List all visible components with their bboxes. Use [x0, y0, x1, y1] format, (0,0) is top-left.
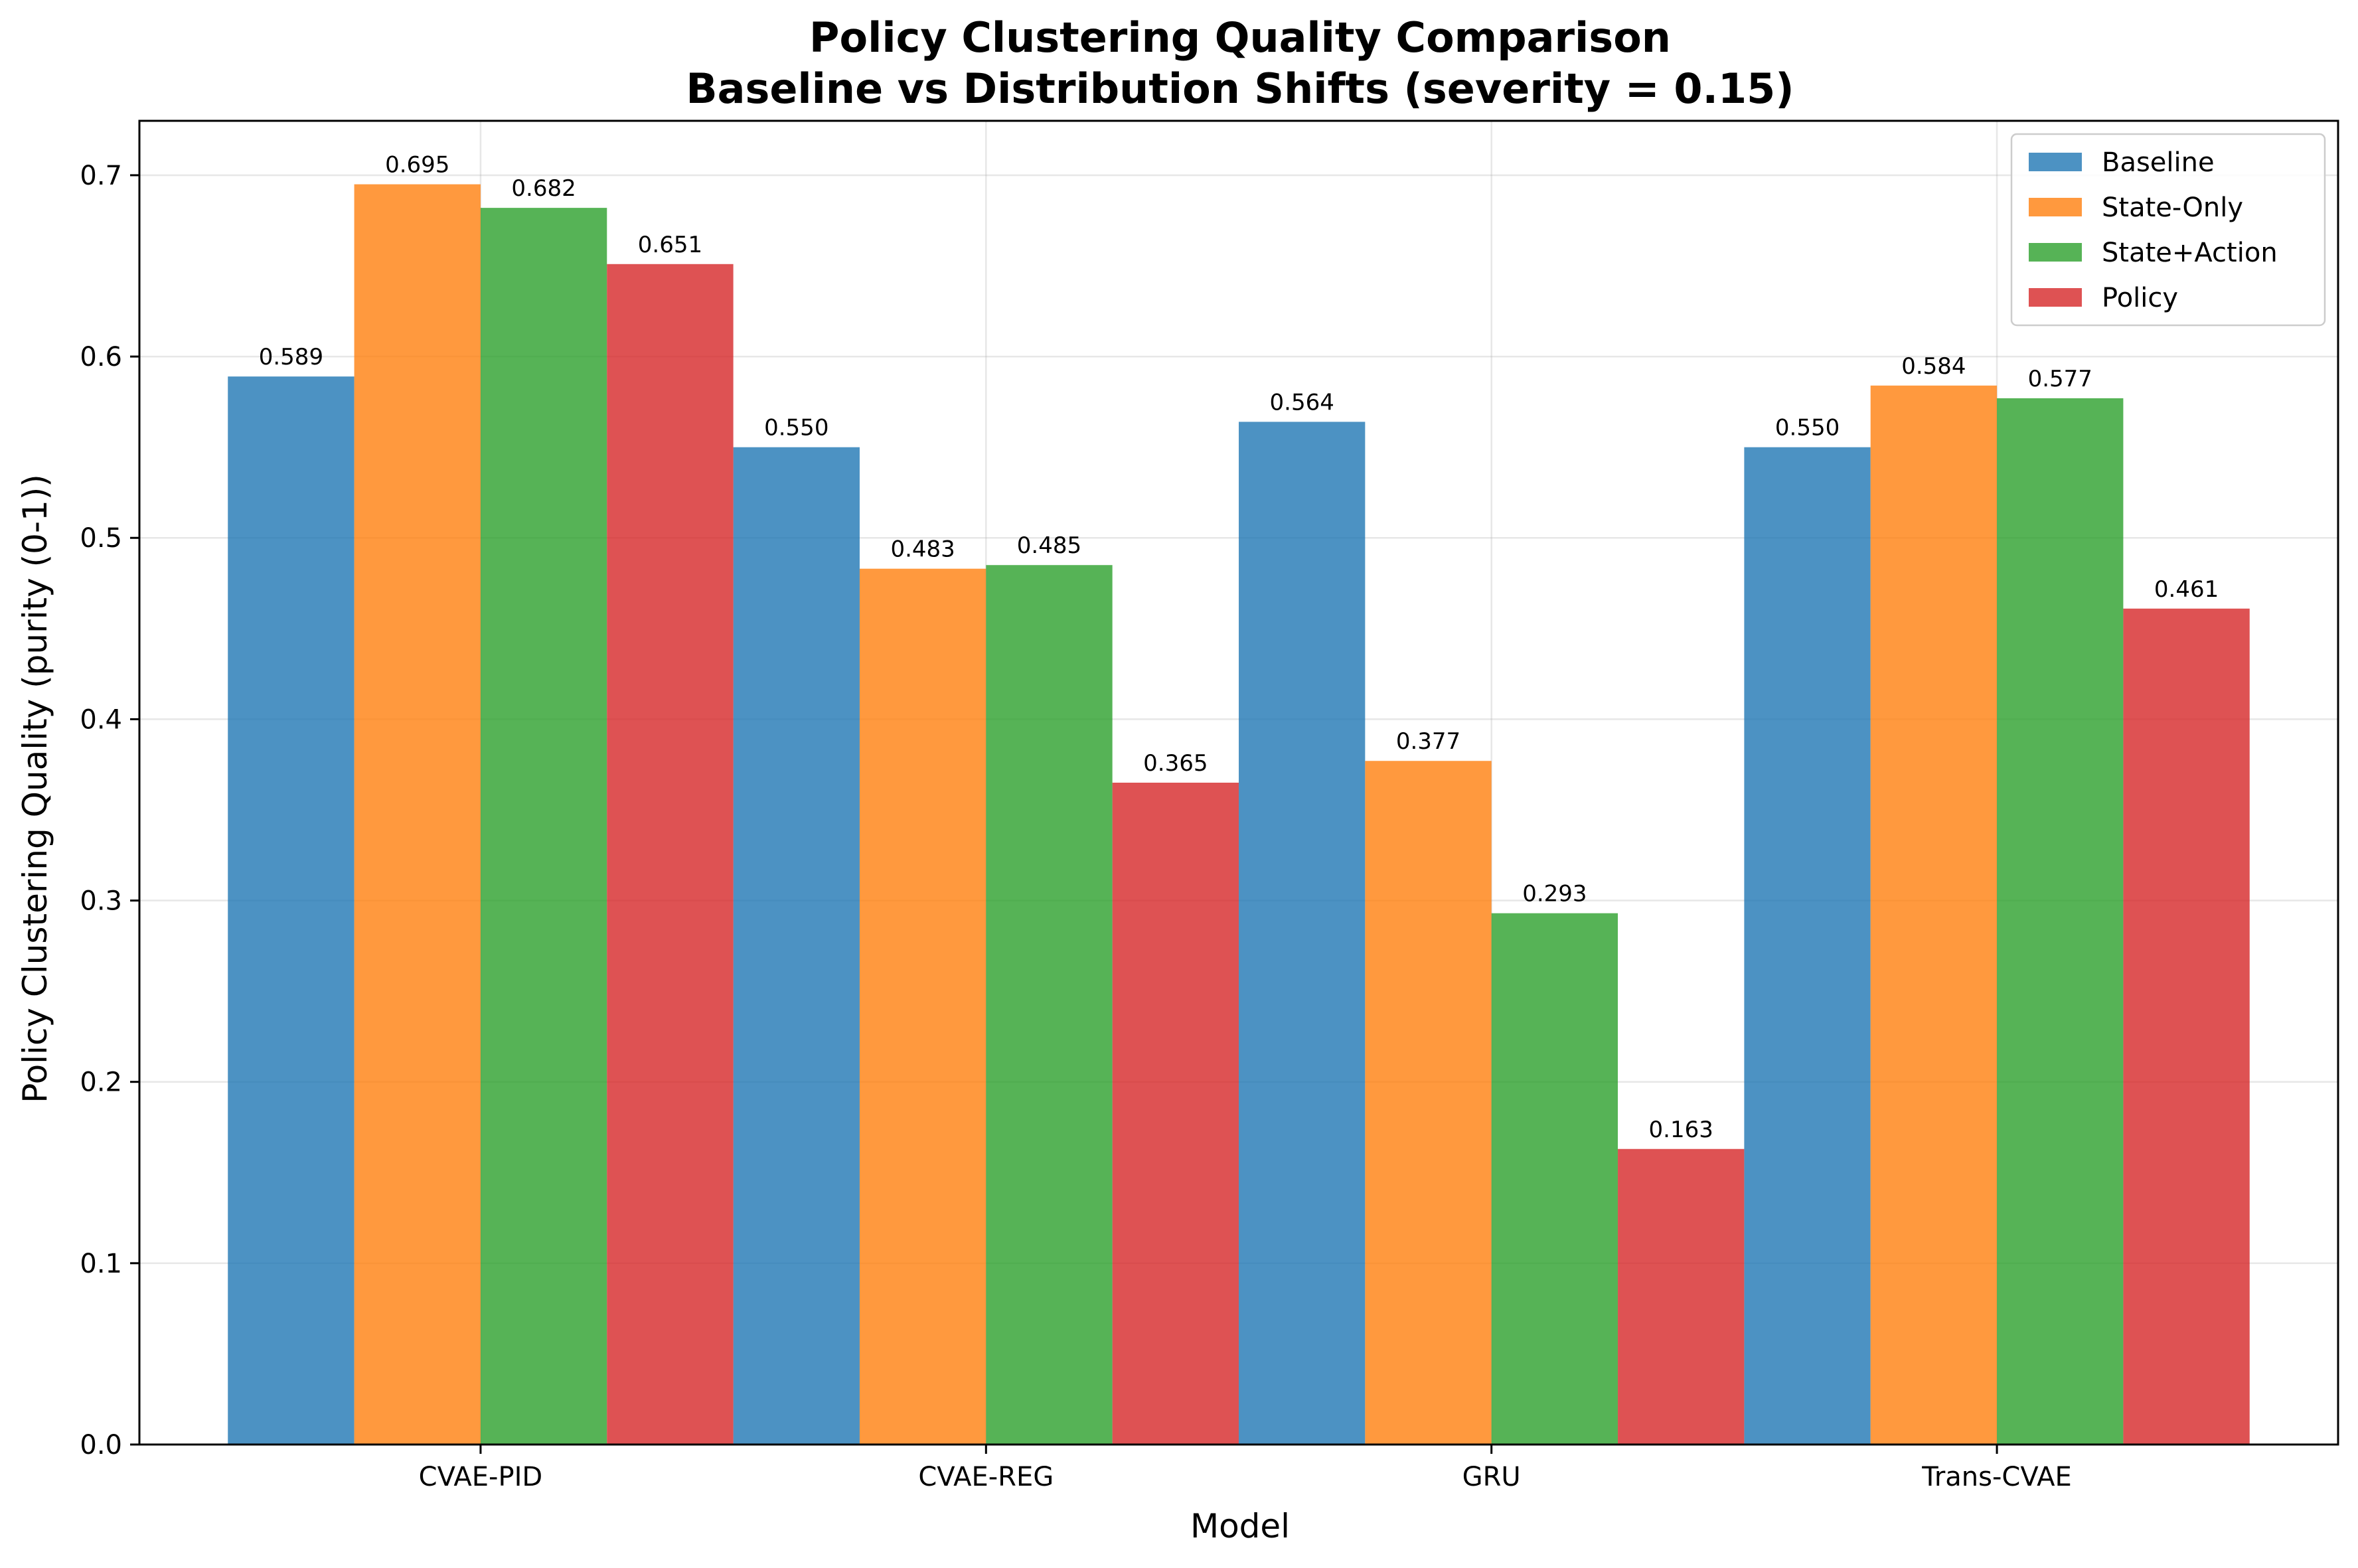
bar-value-label: 0.485	[1017, 532, 1081, 559]
legend-label: Policy	[2102, 283, 2178, 313]
data-labels: 0.589 0.550 0.564 0.550 0.695 0.483 0.377 0.584…	[259, 152, 2219, 1143]
y-tick-label: 0.3	[80, 886, 122, 917]
y-axis-label: Policy Clustering Quality (purity (0-1))	[16, 474, 54, 1103]
bar-value-label: 0.682	[511, 175, 576, 202]
legend-swatch	[2029, 198, 2082, 216]
bar-value-label: 0.695	[385, 152, 449, 179]
bar-value-label: 0.589	[259, 344, 323, 370]
x-tick-label: Trans-CVAE	[1921, 1462, 2072, 1492]
chart-title: Policy Clustering Quality Comparison	[809, 13, 1671, 62]
y-tick-label: 0.1	[80, 1249, 122, 1279]
bar-value-label: 0.550	[764, 415, 828, 441]
legend-swatch	[2029, 243, 2082, 262]
bar-value-label: 0.584	[1901, 353, 1966, 380]
legend-label: Baseline	[2102, 147, 2215, 178]
y-tick-label: 0.5	[80, 523, 122, 554]
bar-baseline-gru	[1239, 422, 1366, 1445]
x-tick-label: GRU	[1462, 1462, 1521, 1492]
y-tick-label: 0.2	[80, 1067, 122, 1098]
bars	[228, 184, 2250, 1445]
legend-swatch	[2029, 153, 2082, 171]
bar-state-action-trans-cvae	[1997, 398, 2124, 1445]
y-tick-label: 0.7	[80, 161, 122, 191]
bar-value-label: 0.293	[1522, 881, 1587, 907]
x-tick-label: CVAE-PID	[419, 1462, 543, 1492]
x-axis-label: Model	[1190, 1507, 1290, 1545]
bar-value-label: 0.550	[1775, 415, 1840, 441]
legend-box	[2010, 133, 2326, 327]
y-tick-label: 0.6	[80, 342, 122, 372]
bar-policy-gru	[1618, 1148, 1745, 1445]
bar-value-label: 0.377	[1396, 728, 1460, 755]
legend-label: State+Action	[2102, 238, 2278, 268]
bar-state-only-cvae-pid	[354, 184, 481, 1445]
legend-label: State-Only	[2102, 193, 2243, 223]
bar-state-only-trans-cvae	[1870, 385, 1998, 1445]
bar-baseline-trans-cvae	[1744, 447, 1871, 1445]
bar-value-label: 0.461	[2154, 576, 2219, 603]
bar-value-label: 0.577	[2028, 366, 2092, 392]
chart-subtitle: Baseline vs Distribution Shifts (severit…	[686, 64, 1794, 113]
y-tick-label: 0.4	[80, 704, 122, 735]
x-tick-label: CVAE-REG	[918, 1462, 1054, 1492]
bar-policy-cvae-pid	[607, 264, 734, 1445]
bar-value-label: 0.163	[1649, 1117, 1713, 1143]
bar-policy-cvae-reg	[1112, 783, 1239, 1445]
bar-state-only-gru	[1365, 761, 1492, 1445]
bar-policy-trans-cvae	[2123, 608, 2250, 1445]
bar-value-label: 0.564	[1270, 389, 1334, 416]
bar-state-action-cvae-reg	[986, 565, 1113, 1445]
bar-value-label: 0.651	[638, 232, 702, 258]
bar-state-only-cvae-reg	[859, 568, 986, 1445]
legend-swatch	[2029, 288, 2082, 307]
bar-value-label: 0.365	[1143, 750, 1208, 777]
y-tick-label: 0.0	[80, 1430, 122, 1460]
bar-baseline-cvae-reg	[733, 447, 860, 1445]
plot-frame	[138, 119, 2339, 1446]
axes: 0.0 0.1 0.2 0.3 0.4 0.5 0.6 0.7 CVAE-PID CVAE-REG…	[80, 161, 2071, 1492]
bar-value-label: 0.483	[890, 536, 955, 563]
bar-state-action-gru	[1491, 913, 1618, 1445]
bar-baseline-cvae-pid	[228, 376, 354, 1445]
legend: Baseline State-Only State+Action Policy	[2010, 133, 2326, 327]
bar-state-action-cvae-pid	[480, 208, 607, 1445]
